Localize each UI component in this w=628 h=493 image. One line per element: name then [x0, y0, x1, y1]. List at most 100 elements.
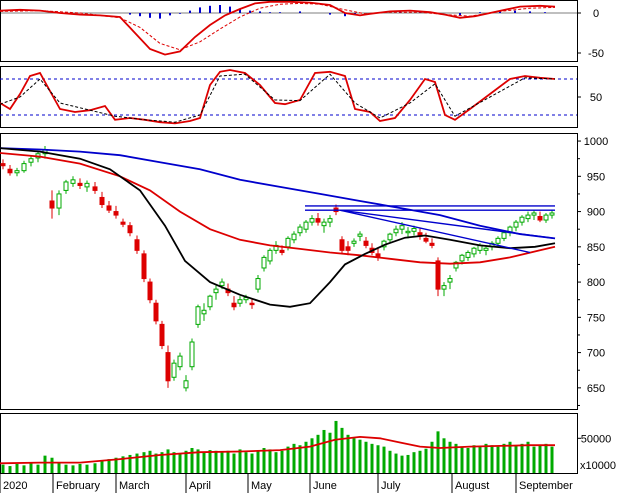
- macd-panel: [0, 0, 578, 62]
- y-tick-label: 50: [590, 92, 602, 104]
- volume-bar: [508, 441, 512, 473]
- volume-bar: [520, 443, 524, 473]
- volume-bar: [135, 453, 139, 473]
- volume-bar: [36, 464, 40, 473]
- volume-bar: [148, 450, 152, 473]
- candle-up: [495, 237, 501, 244]
- y-tick-label: -50: [588, 48, 604, 60]
- volume-bar: [310, 438, 314, 473]
- candle-up: [285, 237, 291, 248]
- candle-down: [49, 200, 55, 209]
- volume-bar: [121, 456, 125, 473]
- volume-bar: [526, 441, 530, 473]
- candle-down: [92, 186, 98, 191]
- ma-blue-line: [0, 147, 556, 240]
- candle-down: [165, 352, 171, 382]
- volume-bar: [274, 452, 278, 473]
- volume-ma-line: [0, 435, 555, 465]
- volume-bar: [100, 460, 104, 473]
- candle-down: [423, 237, 429, 242]
- volume-bar: [370, 443, 374, 473]
- volume-bar: [142, 452, 146, 473]
- volume-bar: [202, 452, 206, 473]
- candle-up: [519, 216, 525, 223]
- candle-up: [357, 233, 363, 237]
- candle-up: [255, 278, 261, 290]
- volume-bar: [178, 453, 182, 473]
- x-tick-label: April: [189, 480, 211, 492]
- volume-bar: [78, 463, 82, 473]
- volume-bar: [304, 441, 308, 473]
- volume-bar: [43, 455, 47, 473]
- volume-bar: [292, 443, 296, 473]
- y-tick-label: 750: [587, 312, 605, 324]
- candle-up: [261, 256, 267, 269]
- volume-bar: [328, 432, 332, 473]
- volume-bar: [208, 450, 212, 473]
- volume-bar: [400, 455, 404, 473]
- candle-down: [279, 249, 285, 253]
- candle-up: [393, 228, 399, 234]
- y-tick-label: 850: [587, 242, 605, 254]
- candle-up: [501, 232, 507, 239]
- candle-down: [0, 163, 6, 167]
- candle-up: [237, 299, 243, 304]
- volume-bar: [154, 453, 158, 473]
- candle-up: [447, 278, 453, 283]
- x-tick-label: August: [455, 480, 489, 492]
- volume-bar: [8, 466, 12, 473]
- volume-bar: [340, 427, 344, 473]
- candle-down: [106, 205, 112, 211]
- volume-bar: [286, 446, 290, 473]
- candle-up: [183, 380, 189, 389]
- candle-up: [441, 285, 447, 290]
- volume-bar: [466, 448, 470, 473]
- volume-bar: [71, 465, 75, 473]
- candle-up: [405, 230, 411, 234]
- candle-up: [549, 212, 555, 216]
- volume-bar: [472, 445, 476, 473]
- candle-up: [309, 218, 315, 223]
- volume-bar: [376, 445, 380, 473]
- candle-up: [465, 251, 471, 258]
- volume-bar: [538, 445, 542, 473]
- volume-bar: [436, 431, 440, 473]
- volume-bar: [226, 450, 230, 473]
- volume-bar: [322, 429, 326, 473]
- candle-down: [120, 221, 126, 225]
- candle-up: [84, 182, 90, 188]
- candle-down: [429, 242, 435, 246]
- volume-bar: [394, 453, 398, 473]
- candle-down: [7, 168, 13, 174]
- volume-bar: [232, 453, 236, 473]
- candle-up: [543, 214, 549, 221]
- candle-up: [195, 306, 201, 325]
- candle-up: [411, 227, 417, 232]
- x-tick-label: February: [56, 480, 101, 492]
- volume-bar: [85, 464, 89, 473]
- candle-up: [267, 249, 273, 262]
- volume-bar: [280, 450, 284, 473]
- series-layer: [0, 0, 577, 473]
- candle-down: [99, 196, 105, 206]
- trendline-3: [339, 209, 531, 254]
- volume-bar: [382, 446, 386, 473]
- y-tick-label: 50000: [581, 433, 612, 445]
- k-line: [0, 69, 556, 125]
- candle-down: [231, 302, 237, 308]
- volume-bar: [22, 465, 26, 473]
- volume-bar: [406, 454, 410, 473]
- candle-up: [327, 218, 333, 223]
- volume-bar: [496, 446, 500, 473]
- candle-down: [113, 211, 119, 216]
- x-tick-label: 2020: [3, 480, 27, 492]
- volume-bar: [532, 446, 536, 473]
- signal-line: [0, 2, 556, 51]
- candle-down: [153, 302, 159, 322]
- trendline-2: [339, 209, 556, 240]
- volume-bar: [196, 449, 200, 473]
- x-tick-label: June: [313, 480, 337, 492]
- candle-up: [297, 226, 303, 234]
- volume-bar: [1, 464, 5, 473]
- volume-bar: [268, 449, 272, 473]
